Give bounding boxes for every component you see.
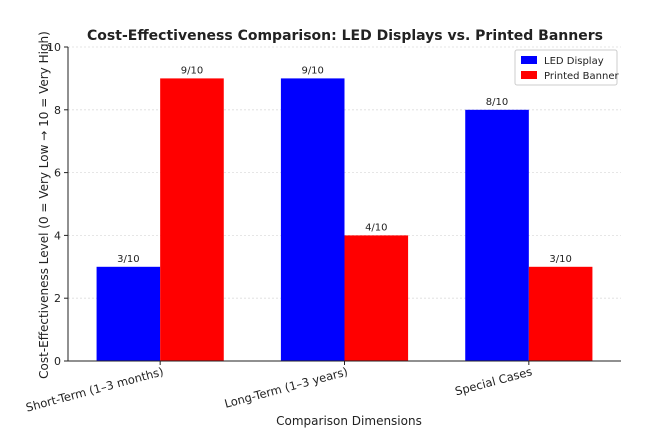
x-axis-title: Comparison Dimensions <box>276 414 422 428</box>
y-tick-label: 4 <box>54 229 61 242</box>
chart-title: Cost-Effectiveness Comparison: LED Displ… <box>87 28 603 44</box>
legend-swatch-printed-banner <box>521 71 537 79</box>
y-tick-label: 8 <box>54 104 61 117</box>
data-label: 9/10 <box>301 65 323 76</box>
bars <box>96 78 593 362</box>
x-category-labels: Short-Term (1–3 months) Long-Term (1–3 ye… <box>24 361 534 415</box>
legend-label-printed-banner: Printed Banner <box>544 71 619 82</box>
y-axis-title: Cost-Effectiveness Level (0 = Very Low →… <box>37 31 51 379</box>
y-tick-label: 2 <box>54 292 61 305</box>
y-tick-label: 10 <box>47 41 61 54</box>
data-label: 9/10 <box>181 65 203 76</box>
data-label: 4/10 <box>365 222 387 233</box>
x-category-label: Long-Term (1–3 years) <box>223 364 349 410</box>
legend-label-led-display: LED Display <box>544 56 604 67</box>
bar-led-display-1 <box>280 78 345 362</box>
data-label: 3/10 <box>549 254 571 265</box>
bar-led-display-0 <box>96 266 161 361</box>
data-label: 8/10 <box>486 97 508 108</box>
bar-printed-banner-0 <box>160 78 224 362</box>
data-label: 3/10 <box>117 254 139 265</box>
bar-printed-banner-1 <box>344 235 409 361</box>
bar-printed-banner-2 <box>528 266 593 361</box>
bar-led-display-2 <box>465 109 529 361</box>
y-tick-label: 6 <box>54 167 61 180</box>
y-tick-label: 0 <box>54 355 61 368</box>
y-ticks: 0 2 4 6 8 10 <box>47 41 68 368</box>
data-labels: 3/10 9/10 9/10 4/10 8/10 3/10 <box>117 65 572 264</box>
legend-swatch-led-display <box>521 56 537 64</box>
legend-box <box>514 49 618 86</box>
x-category-label: Special Cases <box>453 364 533 398</box>
legend: LED Display Printed Banner <box>514 49 619 86</box>
